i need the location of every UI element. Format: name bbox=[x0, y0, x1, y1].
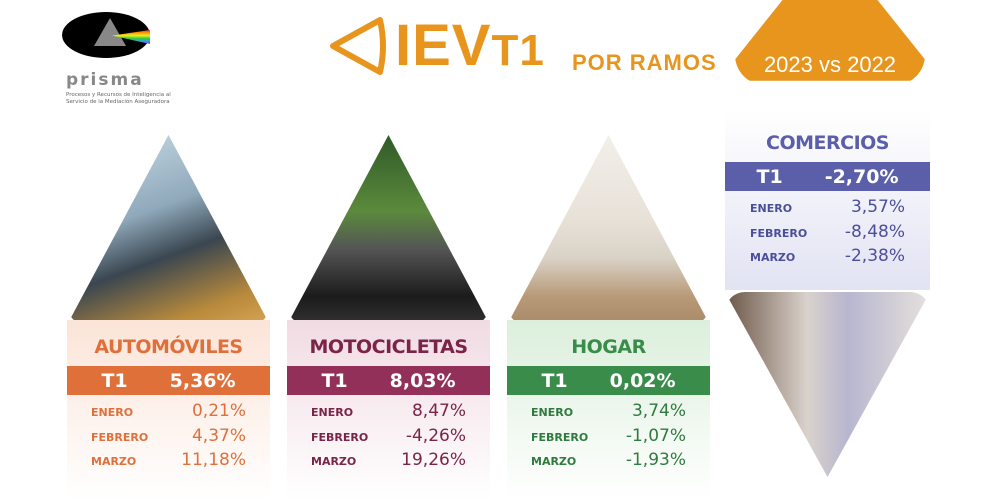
month-value: -2,38% bbox=[844, 246, 905, 266]
month-label: ENERO bbox=[91, 406, 134, 419]
t1-label: T1 bbox=[541, 369, 568, 392]
month-label: ENERO bbox=[311, 406, 354, 419]
month-row: ENERO 0,21% bbox=[67, 401, 270, 426]
living-room-photo bbox=[507, 135, 710, 325]
month-label: FEBRERO bbox=[531, 430, 589, 444]
t1-value: 5,36% bbox=[169, 369, 236, 392]
month-label: FEBRERO bbox=[750, 226, 808, 240]
month-value: 8,47% bbox=[411, 401, 466, 421]
month-value: -8,48% bbox=[844, 221, 905, 242]
t1-label: T1 bbox=[321, 369, 348, 392]
card-automoviles: AUTOMÓVILES T1 5,36% ENERO 0,21% FEBRERO 4,… bbox=[67, 320, 270, 500]
month-label: ENERO bbox=[750, 202, 793, 215]
page-title: IEVT1 bbox=[395, 12, 545, 79]
month-label: MARZO bbox=[750, 251, 796, 264]
month-row: MARZO -2,38% bbox=[725, 246, 930, 271]
shop-photo bbox=[725, 292, 930, 477]
month-value: 11,18% bbox=[181, 450, 246, 470]
t1-bar: T1 8,03% bbox=[287, 366, 490, 395]
month-row: FEBRERO -1,07% bbox=[507, 426, 710, 451]
card-hogar: HOGAR T1 0,02% ENERO 3,74% FEBRERO -1,07% M… bbox=[507, 320, 710, 500]
month-value: 4,37% bbox=[191, 425, 246, 446]
month-value: -1,93% bbox=[625, 450, 686, 470]
period-badge: 2023 vs 2022 bbox=[735, 0, 925, 81]
month-row: ENERO 3,57% bbox=[725, 197, 930, 222]
logo-name: prisma bbox=[66, 70, 144, 90]
t1-value: 0,02% bbox=[609, 369, 676, 392]
t1-label: T1 bbox=[756, 165, 783, 188]
car-mirror-photo bbox=[67, 135, 270, 325]
month-row: MARZO -1,93% bbox=[507, 450, 710, 475]
month-value: -4,26% bbox=[405, 425, 466, 446]
month-label: FEBRERO bbox=[311, 430, 369, 444]
card-title: COMERCIOS bbox=[766, 132, 889, 154]
card-comercios: COMERCIOS T1 -2,70% ENERO 3,57% FEBRERO -8,… bbox=[725, 110, 930, 290]
month-row: MARZO 11,18% bbox=[67, 450, 270, 475]
t1-value: 8,03% bbox=[389, 369, 456, 392]
t1-bar: T1 -2,70% bbox=[725, 162, 930, 191]
month-label: MARZO bbox=[311, 455, 357, 468]
month-value: 19,26% bbox=[401, 450, 466, 470]
prism-icon bbox=[94, 18, 126, 46]
month-label: MARZO bbox=[91, 455, 137, 468]
month-row: FEBRERO -4,26% bbox=[287, 426, 490, 451]
month-value: 3,57% bbox=[850, 197, 905, 217]
page-subtitle: POR RAMOS bbox=[572, 50, 717, 75]
triangle-play-icon bbox=[330, 17, 386, 75]
month-value: -1,07% bbox=[625, 425, 686, 446]
month-row: MARZO 19,26% bbox=[287, 450, 490, 475]
month-row: ENERO 8,47% bbox=[287, 401, 490, 426]
month-label: ENERO bbox=[531, 406, 574, 419]
t1-bar: T1 0,02% bbox=[507, 366, 710, 395]
month-row: FEBRERO -8,48% bbox=[725, 222, 930, 247]
month-row: ENERO 3,74% bbox=[507, 401, 710, 426]
t1-value: -2,70% bbox=[824, 165, 899, 188]
t1-bar: T1 5,36% bbox=[67, 366, 270, 395]
card-title: AUTOMÓVILES bbox=[94, 336, 243, 358]
card-title: HOGAR bbox=[571, 336, 646, 358]
period-badge-text: 2023 vs 2022 bbox=[763, 52, 897, 77]
card-motocicletas: MOTOCICLETAS T1 8,03% ENERO 8,47% FEBRERO -… bbox=[287, 320, 490, 500]
month-row: FEBRERO 4,37% bbox=[67, 426, 270, 451]
month-label: MARZO bbox=[531, 455, 577, 468]
logo-tagline: Procesos y Recursos de Inteligencia al S… bbox=[66, 92, 171, 105]
motorcycle-photo bbox=[287, 135, 490, 325]
month-value: 3,74% bbox=[631, 401, 686, 421]
t1-label: T1 bbox=[101, 369, 128, 392]
title-suffix: T1 bbox=[491, 26, 545, 75]
title-main: IEV bbox=[395, 13, 492, 78]
month-label: FEBRERO bbox=[91, 430, 149, 444]
month-value: 0,21% bbox=[191, 401, 246, 421]
card-title: MOTOCICLETAS bbox=[309, 336, 468, 358]
